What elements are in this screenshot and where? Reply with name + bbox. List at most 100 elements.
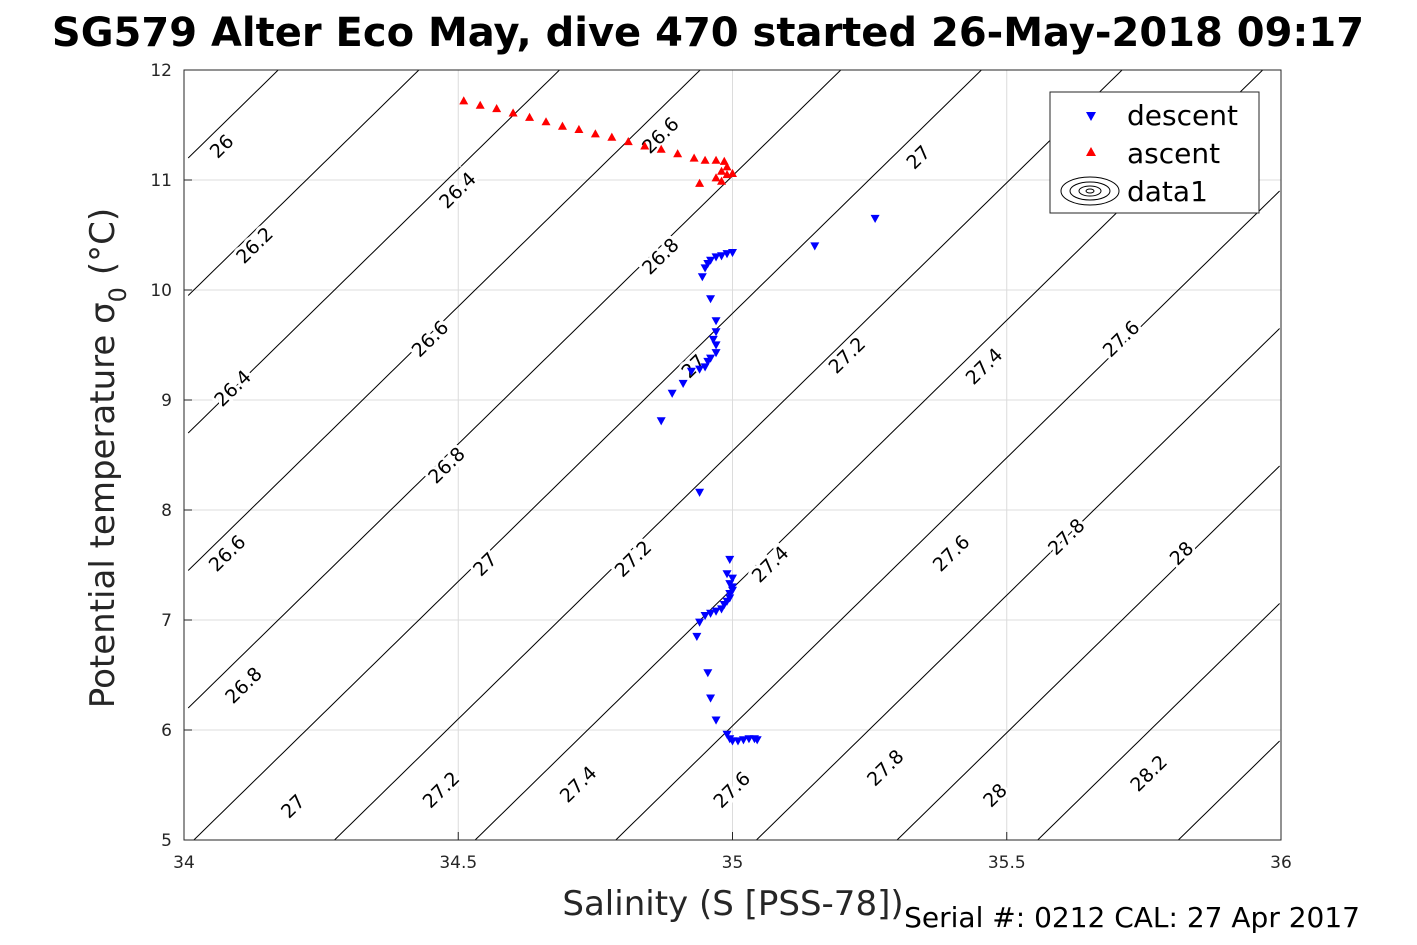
- descent-point: [870, 214, 880, 223]
- descent-point: [725, 590, 735, 599]
- descent-point: [717, 605, 727, 614]
- descent-point: [700, 612, 710, 621]
- y-tick-label: 9: [161, 391, 172, 411]
- density-contours: [187, 69, 1280, 841]
- legend-box: [1049, 91, 1260, 214]
- descent-point: [667, 389, 677, 398]
- ascent-point: [492, 104, 502, 113]
- ascent-point: [590, 129, 600, 138]
- y-tick-label: 5: [161, 831, 172, 851]
- descent-series: [656, 214, 880, 746]
- descent-point: [711, 607, 721, 616]
- density-contour-line: [193, 69, 982, 841]
- descent-point: [711, 328, 721, 337]
- descent-point: [703, 260, 713, 269]
- descent-point: [656, 417, 666, 426]
- descent-point: [719, 601, 729, 610]
- descent-point: [810, 242, 820, 251]
- ascent-point: [689, 153, 699, 162]
- x-tick-label: 36: [1270, 853, 1292, 873]
- descent-point: [692, 632, 702, 641]
- descent-point: [706, 295, 716, 304]
- descent-point: [708, 335, 718, 344]
- contour-label: 27: [277, 790, 310, 823]
- descent-point: [678, 379, 688, 388]
- legend-data1-label: data1: [1127, 175, 1208, 208]
- descent-point: [722, 250, 732, 259]
- y-tick-label: 10: [150, 281, 172, 301]
- density-contour-line: [187, 69, 279, 159]
- density-contour-line: [187, 69, 560, 434]
- contour-label: 26.2: [232, 223, 278, 268]
- ascent-point: [574, 124, 584, 133]
- descent-point: [711, 253, 721, 262]
- descent-point: [722, 570, 732, 579]
- ascent-point: [623, 137, 633, 146]
- density-contour-line: [1037, 603, 1280, 841]
- legend: descent ascent data1: [1049, 91, 1260, 214]
- x-tick-label: 34.5: [439, 853, 477, 873]
- ascent-point: [711, 173, 721, 182]
- ascent-point: [541, 117, 551, 126]
- chart-title: SG579 Alter Eco May, dive 470 started 26…: [52, 10, 1364, 56]
- descent-point: [703, 357, 713, 366]
- data-series: [459, 96, 880, 746]
- descent-point: [725, 555, 735, 564]
- ascent-series: [459, 96, 737, 187]
- descent-point: [703, 669, 713, 678]
- descent-point: [711, 349, 721, 358]
- descent-point: [695, 365, 705, 374]
- density-contour-line: [187, 69, 420, 296]
- ascent-point: [695, 178, 705, 187]
- contour-label: 27.4: [556, 762, 602, 807]
- contour-label: 28: [1166, 537, 1199, 570]
- ascent-point: [722, 162, 732, 171]
- descent-point: [706, 609, 716, 618]
- ascent-point: [557, 121, 567, 130]
- ascent-point: [475, 100, 485, 109]
- ascent-point: [656, 144, 666, 153]
- ascent-point: [640, 141, 650, 150]
- contour-label: 27.6: [1099, 316, 1145, 361]
- y-axis-label-subscript: 0: [104, 287, 132, 302]
- axis-ticks: 34 34.5 35 35.5 36 5 6 7 8 9 10 11 12: [150, 61, 1291, 873]
- x-tick-label: 35.5: [988, 853, 1026, 873]
- y-tick-label: 12: [150, 61, 172, 81]
- ascent-point: [719, 156, 729, 165]
- descent-point: [695, 618, 705, 627]
- y-axis-label-unit: (°C): [83, 208, 123, 275]
- descent-point: [722, 730, 732, 739]
- legend-ascent-marker: [1086, 147, 1096, 156]
- density-contour-line: [615, 190, 1280, 841]
- descent-point: [752, 736, 762, 745]
- y-tick-label: 11: [150, 171, 172, 191]
- contour-label: 27.2: [825, 333, 871, 378]
- descent-point: [738, 736, 748, 745]
- contour-label: 27: [902, 141, 935, 174]
- descent-point: [711, 341, 721, 350]
- y-axis-label: Potential temperature σ0 (°C): [83, 208, 132, 708]
- contour-label: 26.6: [205, 531, 251, 576]
- contour-label: 26.6: [408, 316, 454, 361]
- density-contour-line: [334, 69, 1123, 841]
- legend-descent-label: descent: [1127, 99, 1238, 132]
- y-tick-label: 7: [161, 611, 172, 631]
- contour-label: 27.2: [611, 537, 657, 582]
- ascent-point: [607, 132, 617, 141]
- descent-point: [733, 737, 743, 746]
- y-tick-label: 8: [161, 501, 172, 521]
- density-contour-line: [896, 465, 1280, 841]
- legend-ascent-label: ascent: [1127, 137, 1220, 170]
- density-contour-line: [1177, 740, 1280, 841]
- x-tick-label: 34: [173, 853, 195, 873]
- density-contour-line: [756, 328, 1280, 841]
- contour-label: 27.4: [962, 344, 1008, 389]
- contour-label: 26.8: [638, 234, 684, 279]
- ascent-point: [525, 112, 535, 121]
- x-axis-label: Salinity (S [PSS-78]): [562, 884, 903, 924]
- density-contour-line: [187, 69, 701, 571]
- contour-label: 27.4: [748, 542, 794, 587]
- contour-label: 27.2: [419, 767, 465, 812]
- descent-point: [711, 317, 721, 326]
